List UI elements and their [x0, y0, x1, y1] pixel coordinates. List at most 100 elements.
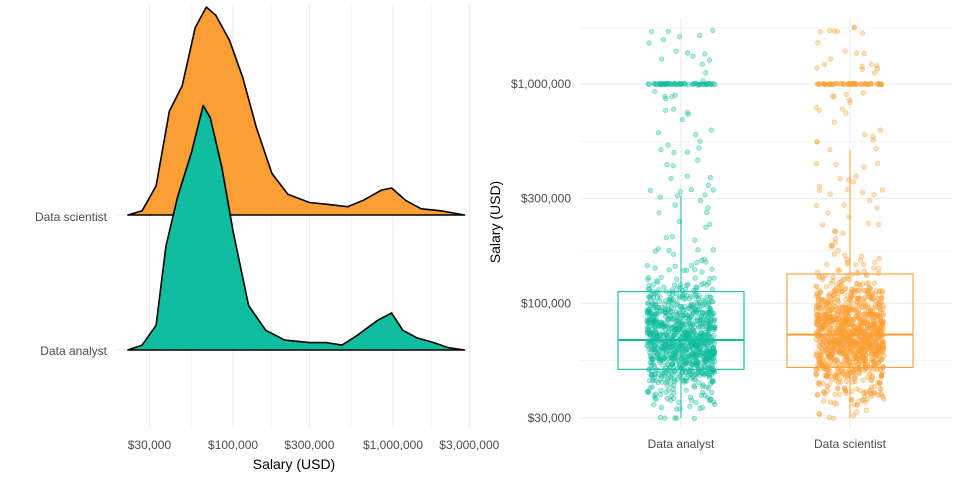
jitter-point — [835, 385, 841, 392]
jitter-point — [861, 261, 867, 267]
jitter-point — [823, 284, 830, 290]
jitter-point — [819, 324, 826, 330]
jitter-point — [871, 321, 877, 327]
jitter-point — [695, 247, 701, 253]
jitter-point — [813, 161, 820, 167]
jitter-point — [684, 356, 690, 362]
jitter-point — [650, 80, 657, 87]
jitter-point — [836, 267, 843, 273]
jitter-point — [854, 402, 860, 408]
jitter-point — [870, 358, 876, 364]
jitter-point — [871, 192, 877, 198]
box-data-scientist — [786, 273, 914, 368]
jitter-point — [673, 406, 680, 412]
jitter-point — [677, 342, 684, 349]
jitter-point — [683, 353, 689, 359]
jitter-point — [648, 371, 654, 378]
jitter-point — [854, 386, 860, 392]
jitter-point — [819, 222, 826, 228]
jitter-point — [676, 34, 683, 40]
jitter-point — [868, 378, 875, 384]
jitter-point — [813, 371, 819, 377]
jitter-point — [699, 404, 706, 411]
jitter-point — [860, 377, 866, 383]
jitter-point — [659, 81, 665, 87]
jitter-point — [704, 346, 710, 352]
boxplot-y-axis-title: Salary (USD) — [487, 181, 503, 263]
jitter-point — [843, 353, 849, 359]
jitter-point — [815, 269, 821, 275]
jitter-point — [851, 324, 857, 330]
jitter-point — [647, 302, 653, 308]
jitter-point — [880, 311, 887, 317]
jitter-point — [644, 324, 650, 331]
jitter-points — [644, 24, 887, 422]
jitter-point — [665, 28, 671, 34]
jitter-point — [861, 287, 867, 294]
jitter-point — [707, 175, 714, 181]
jitter-point — [684, 50, 691, 56]
jitter-point — [879, 338, 886, 345]
jitter-point — [863, 407, 869, 413]
jitter-point — [875, 392, 882, 398]
jitter-point — [876, 266, 882, 272]
jitter-point — [694, 357, 700, 363]
jitter-point — [842, 252, 848, 258]
jitter-point — [672, 202, 678, 208]
jitter-point — [693, 370, 700, 376]
jitter-point — [878, 307, 884, 313]
density-ridges — [127, 6, 466, 351]
jitter-point — [690, 340, 696, 346]
jitter-point — [695, 379, 702, 386]
jitter-point — [684, 267, 690, 273]
jitter-point — [872, 327, 878, 333]
jitter-point — [868, 61, 874, 67]
jitter-point — [878, 81, 885, 88]
jitter-point — [649, 378, 656, 384]
jitter-point — [825, 293, 832, 299]
jitter-point — [672, 323, 678, 329]
jitter-point — [666, 387, 672, 393]
jitter-point — [874, 205, 880, 211]
jitter-point — [668, 381, 674, 388]
jitter-point — [662, 93, 668, 100]
jitter-point — [701, 256, 707, 262]
jitter-point — [843, 296, 849, 303]
jitter-point — [653, 278, 660, 284]
jitter-point — [825, 210, 831, 216]
jitter-point — [653, 311, 659, 317]
jitter-point — [650, 362, 657, 368]
jitter-point — [656, 298, 663, 305]
jitter-point — [820, 335, 827, 342]
jitter-point — [702, 51, 708, 57]
jitter-point — [833, 162, 839, 168]
jitter-point — [707, 294, 713, 300]
jitter-point — [833, 236, 839, 242]
jitter-point — [866, 311, 872, 318]
jitter-point — [859, 66, 865, 72]
jitter-point — [873, 340, 879, 347]
jitter-point — [861, 268, 867, 274]
jitter-point — [659, 379, 665, 385]
jitter-point — [701, 280, 707, 287]
jitter-point — [666, 267, 672, 273]
jitter-point — [712, 401, 718, 408]
jitter-point — [848, 286, 855, 292]
jitter-point — [652, 329, 659, 335]
jitter-point — [868, 369, 874, 376]
jitter-point — [816, 183, 823, 189]
jitter-point — [873, 288, 879, 294]
jitter-point — [678, 81, 685, 87]
jitter-point — [816, 312, 822, 318]
jitter-point — [703, 353, 709, 359]
jitter-point — [854, 281, 860, 287]
jitter-point — [879, 322, 885, 328]
jitter-point — [847, 310, 853, 316]
jitter-point — [878, 386, 884, 392]
jitter-point — [653, 396, 659, 402]
jitter-point — [814, 322, 820, 328]
jitter-point — [850, 179, 856, 185]
jitter-point — [696, 145, 702, 151]
jitter-point — [832, 345, 838, 351]
jitter-point — [840, 230, 846, 236]
